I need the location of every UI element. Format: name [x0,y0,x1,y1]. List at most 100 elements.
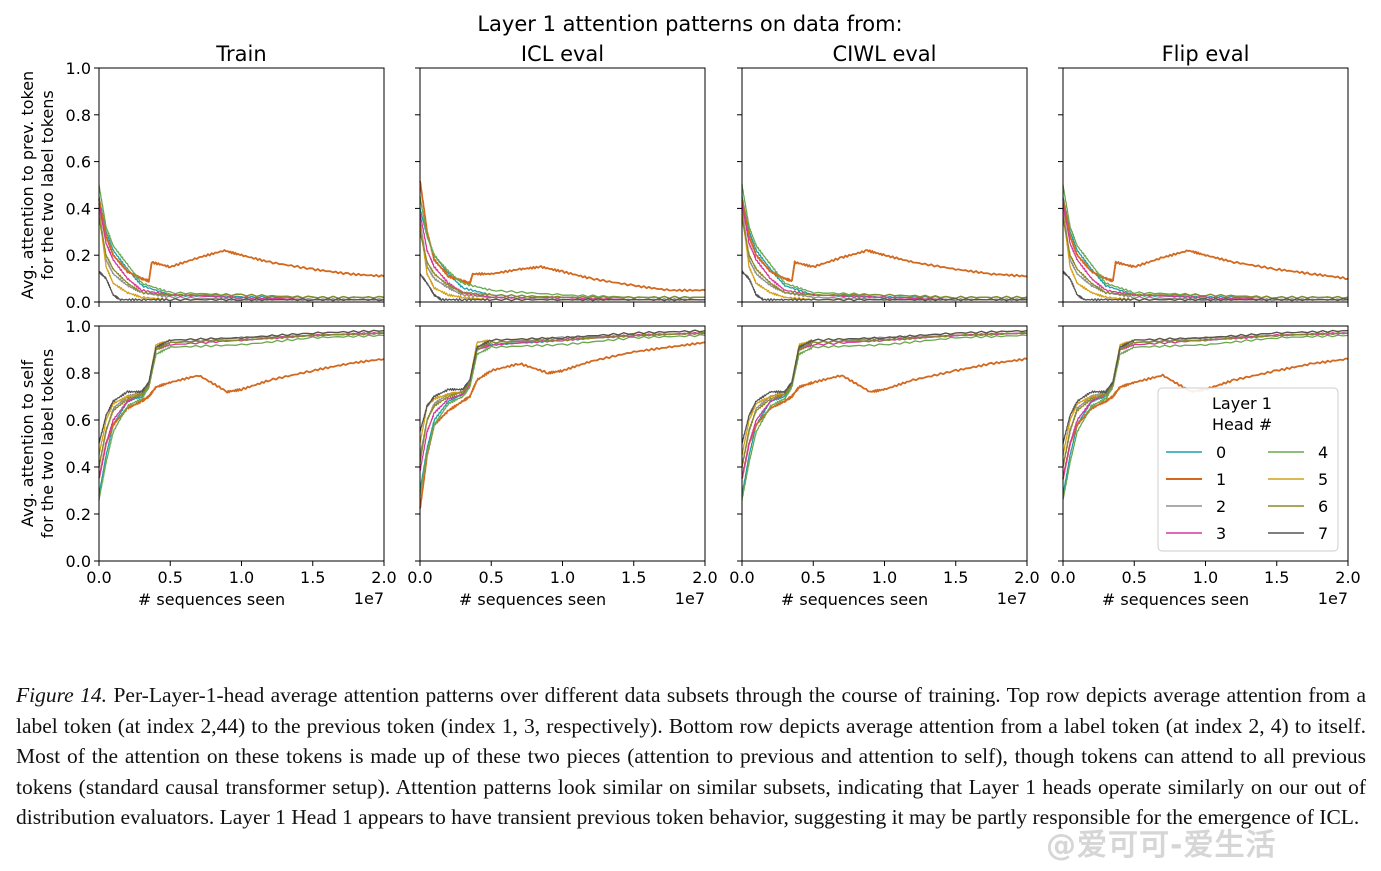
y-tick-label: 0.6 [66,411,91,430]
legend-title-line2: Head # [1212,415,1272,434]
series-line-head-6 [741,216,1028,299]
series-line-head-3 [98,332,385,479]
x-tick-label: 0.0 [1050,568,1075,587]
series-line-head-1 [1062,198,1349,283]
watermark: @爱可可-爱生活 [1046,828,1277,863]
panel-0-3: Flip eval [1058,42,1349,307]
x-tick-label: 1.5 [621,568,646,587]
x-axis-label: # sequences seen [459,590,606,609]
figure-suptitle: Layer 1 attention patterns on data from: [477,12,902,36]
series-line-head-6 [98,217,385,299]
axes-frame [98,67,385,303]
series-line-head-7 [419,329,706,432]
y-tick-label: 0.2 [66,505,91,524]
series-line-head-0 [98,196,385,299]
x-tick-label: 2.0 [371,568,396,587]
y-tick-label: 1.0 [66,59,91,78]
x-tick-label: 1.5 [300,568,325,587]
series-line-head-7 [1062,270,1349,302]
legend-label-head-7: 7 [1318,524,1328,543]
axes-frame [1062,67,1349,303]
panel-0-0: 0.0 0.2 0.4 0.6 0.8 1.0 Train Avg. attention to… [18,42,385,312]
series-line-head-3 [1062,203,1349,302]
series-line-head-1 [741,199,1028,283]
series-line-head-3 [741,204,1028,302]
y-axis-label-line2: for the two label tokens [38,349,57,539]
y-axis-label-line1: Avg. attention to prev. token [18,71,37,299]
series-line-head-7 [741,270,1028,302]
y-tick-label: 0.6 [66,153,91,172]
panel-1-2: 0.0 0.5 1.0 1.5 2.0 # sequences seen 1e7 [729,325,1040,609]
series-line-head-0 [419,207,705,299]
panel-1-1: 0.0 0.5 1.0 1.5 2.0 # sequences seen 1e7 [407,325,718,609]
panels: 0.0 0.2 0.4 0.6 0.8 1.0 Train Avg. attention to… [18,42,1361,609]
series-line-head-5 [98,212,385,302]
series-line-head-7 [98,329,385,444]
axes-frame [419,67,706,303]
series-line-head-4 [98,334,385,501]
series-line-head-4 [741,334,1028,501]
series-line-head-6 [1062,217,1349,299]
series-line-head-7 [1062,329,1349,445]
series-line-head-1 [741,357,1028,479]
y-tick-label: 0.4 [66,458,91,477]
x-tick-label: 0.0 [407,568,432,587]
series-line-head-4 [1062,334,1349,500]
x-tick-label: 1.0 [1193,568,1218,587]
legend-label-head-2: 2 [1216,497,1226,516]
x-tick-label: 2.0 [1014,568,1039,587]
series-line-head-7 [741,329,1028,444]
legend-title-line1: Layer 1 [1212,394,1272,413]
panel-0-2: CIWL eval [737,42,1028,307]
series-line-head-5 [1062,213,1349,302]
x-axis-label: # sequences seen [138,590,285,609]
panel-1-3: 0.0 0.5 1.0 1.5 2.0 # sequences seen 1e7 [1050,325,1361,609]
caption-text: Per-Layer-1-head average attention patte… [16,683,1367,830]
series-line-head-4 [98,185,385,299]
x-tick-label: 1.5 [943,568,968,587]
legend-label-head-1: 1 [1216,470,1226,489]
series-line-head-3 [98,203,385,302]
panel-title: ICL eval [521,42,604,66]
figure: Layer 1 attention patterns on data from:… [18,12,1361,609]
legend-label-head-3: 3 [1216,524,1226,543]
series-line-head-0 [1062,196,1349,299]
x-tick-label: 1.0 [872,568,897,587]
axes-frame [741,325,1028,562]
legend-label-head-4: 4 [1318,443,1328,462]
series-line-head-0 [741,332,1028,496]
series-line-head-3 [741,332,1028,479]
series-line-head-1 [1062,357,1349,480]
legend-label-head-5: 5 [1318,470,1328,489]
x-tick-label: 0.0 [86,568,111,587]
x-tick-label: 2.0 [1335,568,1360,587]
y-tick-label: 0.8 [66,364,91,383]
series-line-head-1 [419,341,706,509]
x-tick-label: 0.5 [479,568,504,587]
legend-box [1157,387,1339,552]
legend: Layer 1 Head # 0 1 2 3 4 5 6 7 [1157,387,1339,552]
x-tick-label: 0.5 [158,568,183,587]
x-axis-label: # sequences seen [1102,590,1249,609]
series-line-head-6 [98,332,385,468]
axes-frame [419,325,706,562]
x-tick-label: 1.0 [229,568,254,587]
x-tick-label: 0.0 [729,568,754,587]
series-line-head-1 [98,198,385,283]
series-line-head-7 [98,271,385,302]
series-line-head-4 [419,333,706,497]
series-line-head-0 [741,195,1028,299]
panel-title: Flip eval [1162,42,1250,66]
series-line-head-4 [741,184,1028,299]
caption-lead: Figure 14. [16,683,108,707]
x-axis-label: # sequences seen [781,590,928,609]
figure-caption: Figure 14. Per-Layer-1-head average atte… [16,680,1366,833]
axes-frame [98,325,385,562]
panel-title: CIWL eval [832,42,936,66]
x-tick-label: 2.0 [692,568,717,587]
series-line-head-1 [98,358,385,479]
y-axis-label-line2: for the two label tokens [38,90,57,280]
x-tick-label: 0.5 [1122,568,1147,587]
legend-label-head-0: 0 [1216,443,1226,462]
x-offset-text: 1e7 [675,589,705,608]
